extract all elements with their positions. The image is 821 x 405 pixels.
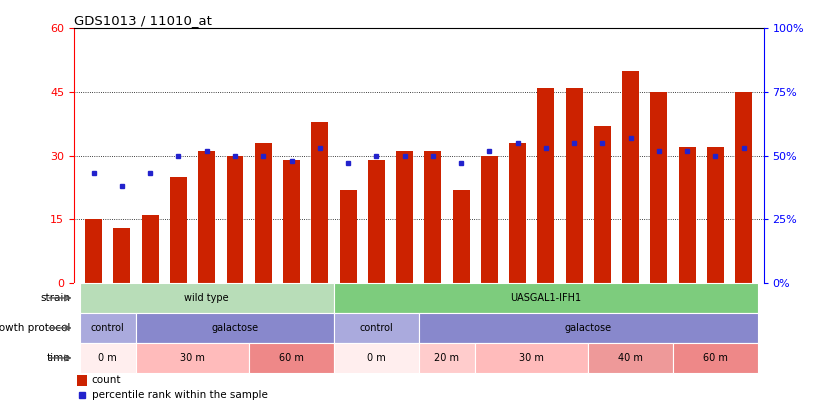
Text: wild type: wild type bbox=[185, 293, 229, 303]
Bar bbox=[249, 343, 334, 373]
Bar bbox=[538, 88, 554, 283]
Bar bbox=[673, 343, 758, 373]
Bar bbox=[419, 343, 475, 373]
Bar bbox=[622, 71, 640, 283]
Text: 0 m: 0 m bbox=[367, 353, 386, 363]
Bar bbox=[589, 343, 673, 373]
Text: 60 m: 60 m bbox=[279, 353, 304, 363]
Bar bbox=[136, 343, 249, 373]
Bar bbox=[368, 160, 385, 283]
Bar bbox=[452, 190, 470, 283]
Bar bbox=[679, 147, 695, 283]
Bar bbox=[475, 343, 589, 373]
Text: 0 m: 0 m bbox=[99, 353, 117, 363]
Text: 20 m: 20 m bbox=[434, 353, 460, 363]
Bar bbox=[85, 219, 102, 283]
Bar bbox=[481, 156, 498, 283]
Text: 60 m: 60 m bbox=[703, 353, 728, 363]
Bar bbox=[80, 283, 334, 313]
Bar bbox=[136, 313, 334, 343]
Bar bbox=[255, 143, 272, 283]
Text: GDS1013 / 11010_at: GDS1013 / 11010_at bbox=[74, 14, 212, 27]
Bar bbox=[340, 190, 356, 283]
Text: count: count bbox=[92, 375, 122, 385]
Bar bbox=[419, 313, 758, 343]
Text: 40 m: 40 m bbox=[618, 353, 643, 363]
Bar bbox=[142, 215, 158, 283]
Text: UASGAL1-IFH1: UASGAL1-IFH1 bbox=[511, 293, 581, 303]
Bar bbox=[170, 177, 187, 283]
Bar bbox=[80, 313, 136, 343]
Text: galactose: galactose bbox=[565, 323, 612, 333]
Bar bbox=[311, 122, 328, 283]
Bar bbox=[227, 156, 244, 283]
Bar bbox=[707, 147, 724, 283]
Bar bbox=[198, 151, 215, 283]
Text: control: control bbox=[91, 323, 125, 333]
Text: strain: strain bbox=[40, 293, 71, 303]
Bar bbox=[77, 375, 87, 386]
Text: 30 m: 30 m bbox=[180, 353, 205, 363]
Text: control: control bbox=[360, 323, 393, 333]
Bar bbox=[509, 143, 526, 283]
Bar bbox=[566, 88, 583, 283]
Bar bbox=[113, 228, 131, 283]
Bar bbox=[334, 313, 419, 343]
Text: growth protocol: growth protocol bbox=[0, 323, 71, 333]
Text: 30 m: 30 m bbox=[520, 353, 544, 363]
Bar bbox=[424, 151, 442, 283]
Bar bbox=[594, 126, 611, 283]
Text: galactose: galactose bbox=[212, 323, 259, 333]
Bar bbox=[650, 92, 667, 283]
Bar bbox=[334, 283, 758, 313]
Text: time: time bbox=[47, 353, 71, 363]
Text: percentile rank within the sample: percentile rank within the sample bbox=[92, 390, 268, 400]
Bar bbox=[334, 343, 419, 373]
Bar bbox=[396, 151, 413, 283]
Bar bbox=[80, 343, 136, 373]
Bar bbox=[283, 160, 300, 283]
Bar bbox=[736, 92, 752, 283]
